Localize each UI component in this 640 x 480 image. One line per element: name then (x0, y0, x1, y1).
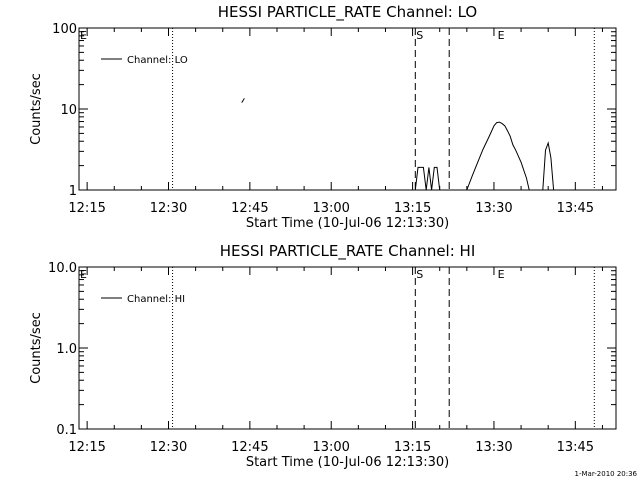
marker-label: E (80, 268, 87, 281)
x-axis-label: Start Time (10-Jul-06 12:13:30) (246, 455, 449, 470)
x-tick-label: 12:30 (150, 440, 187, 455)
marker-label: E (498, 268, 505, 281)
channel-hi-chart: HESSI PARTICLE_RATE Channel: HI 12:15 12:3… (29, 242, 617, 470)
x-tick-label: 13:15 (394, 201, 431, 216)
marker-label: S (416, 29, 423, 42)
series-line-segment (241, 98, 245, 103)
legend-label: Channel: HI (127, 294, 185, 305)
y-tick-label: 10 (60, 103, 77, 118)
y-tick-label: 0.1 (56, 423, 77, 438)
x-tick-label: 13:30 (475, 201, 512, 216)
chart-title: HESSI PARTICLE_RATE Channel: LO (218, 3, 477, 22)
y-tick-label: 100 (52, 22, 77, 37)
marker-label: S (416, 268, 423, 281)
x-tick-label: 12:45 (231, 201, 268, 216)
x-axis-label: Start Time (10-Jul-06 12:13:30) (246, 216, 449, 231)
series-line-segment (414, 166, 441, 191)
y-tick-label: 10.0 (48, 261, 77, 276)
x-tick-label: 12:30 (150, 201, 187, 216)
x-tick-label: 13:45 (557, 440, 594, 455)
x-tick-label: 13:45 (557, 201, 594, 216)
y-tick-label: 1.0 (56, 342, 77, 357)
channel-lo-chart: HESSI PARTICLE_RATE Channel: LO 12:15 12:3… (29, 3, 617, 231)
legend-label: Channel: LO (127, 55, 188, 66)
marker-label: E (498, 29, 505, 42)
y-tick-label: 1 (69, 184, 77, 199)
x-tick-label: 12:45 (231, 440, 268, 455)
x-tick-label: 13:00 (312, 440, 349, 455)
x-tick-label: 13:00 (312, 201, 349, 216)
plot-frame (78, 27, 617, 191)
chart-title: HESSI PARTICLE_RATE Channel: HI (220, 242, 476, 261)
x-tick-label: 12:15 (68, 201, 105, 216)
series-line-segment (542, 141, 555, 191)
x-tick-label: 13:15 (394, 440, 431, 455)
footer-timestamp: 1-Mar-2010 20:36 (575, 470, 638, 478)
x-tick-label: 13:30 (475, 440, 512, 455)
y-axis-label: Counts/sec (29, 73, 44, 145)
x-tick-label: 12:15 (68, 440, 105, 455)
y-axis-label: Counts/sec (29, 312, 44, 384)
plot-frame (78, 266, 617, 430)
marker-label: E (80, 29, 87, 42)
series-line-segment (466, 121, 530, 191)
